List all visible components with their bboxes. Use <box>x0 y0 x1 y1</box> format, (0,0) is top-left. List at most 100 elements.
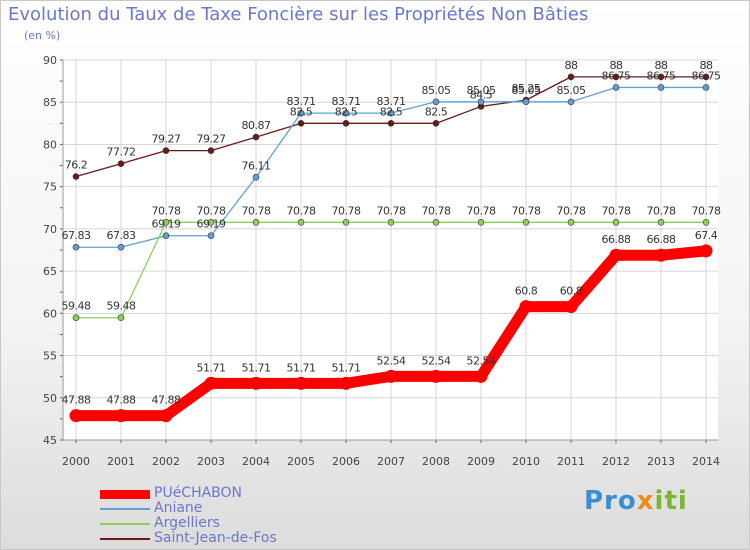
data-point-aniane <box>72 243 80 251</box>
legend-label-aniane: Aniane <box>154 500 203 516</box>
x-tick-label: 2006 <box>332 455 360 468</box>
data-label-argelliers: 70.78 <box>287 204 316 217</box>
x-tick-label: 2013 <box>647 455 675 468</box>
data-label-aniane: 83.71 <box>377 95 406 108</box>
data-label-aniane: 69.19 <box>152 218 181 231</box>
data-label-puechabon: 47.88 <box>107 394 136 407</box>
data-label-saint-jean-de-fos: 80.87 <box>242 119 271 132</box>
data-label-saint-jean-de-fos: 88 <box>565 59 578 72</box>
data-point-aniane <box>342 109 350 117</box>
legend-swatch-aniane <box>100 508 150 510</box>
data-point-puechabon <box>69 409 83 423</box>
data-point-argelliers <box>432 219 440 226</box>
data-label-saint-jean-de-fos: 77.72 <box>107 146 136 159</box>
data-point-puechabon <box>474 369 488 383</box>
data-label-aniane: 86.75 <box>647 69 676 82</box>
y-axis-unit-label: (en %) <box>24 29 61 42</box>
data-point-puechabon <box>609 248 623 262</box>
data-point-argelliers <box>207 219 215 226</box>
x-tick-label: 2010 <box>512 455 540 468</box>
data-label-puechabon: 66.88 <box>647 233 676 246</box>
data-label-puechabon: 52.54 <box>467 354 496 367</box>
data-label-puechabon: 51.71 <box>197 361 226 374</box>
data-label-argelliers: 70.78 <box>242 204 271 217</box>
x-tick-label: 2012 <box>602 455 630 468</box>
data-point-saint-jean-de-fos <box>207 147 215 154</box>
data-point-argelliers <box>612 219 620 226</box>
data-label-aniane: 67.83 <box>107 229 136 242</box>
data-point-saint-jean-de-fos <box>72 173 80 180</box>
data-point-aniane <box>297 109 305 117</box>
data-point-aniane <box>117 243 125 251</box>
y-tick-label: 55 <box>43 350 57 363</box>
y-tick-label: 90 <box>43 54 57 67</box>
data-label-aniane: 76.11 <box>242 159 271 172</box>
data-point-argelliers <box>117 314 125 322</box>
data-point-argelliers <box>567 219 575 226</box>
x-tick-label: 2001 <box>107 455 135 468</box>
data-label-saint-jean-de-fos: 85.25 <box>512 82 541 95</box>
y-tick-label: 45 <box>43 434 57 447</box>
data-point-saint-jean-de-fos <box>567 73 575 81</box>
data-point-argelliers <box>522 219 530 226</box>
data-point-aniane <box>432 98 440 106</box>
data-label-puechabon: 52.54 <box>377 354 406 367</box>
data-label-argelliers: 70.78 <box>557 204 586 217</box>
data-label-saint-jean-de-fos: 82.5 <box>425 105 448 118</box>
data-point-aniane <box>567 98 575 106</box>
data-label-puechabon: 60.8 <box>515 285 538 298</box>
data-point-aniane <box>252 173 260 181</box>
data-label-aniane: 85.05 <box>467 84 496 97</box>
data-point-puechabon <box>114 409 128 423</box>
data-label-puechabon: 52.54 <box>422 354 451 367</box>
data-label-aniane: 67.83 <box>62 229 91 242</box>
data-label-saint-jean-de-fos: 76.2 <box>65 159 88 172</box>
data-point-saint-jean-de-fos <box>117 160 125 167</box>
legend-swatch-saint-jean-de-fos <box>100 538 150 540</box>
data-label-aniane: 69.19 <box>197 218 226 231</box>
data-point-argelliers <box>477 219 485 226</box>
data-point-aniane <box>477 98 485 106</box>
y-tick-label: 70 <box>43 223 57 236</box>
data-point-puechabon <box>429 369 443 383</box>
data-label-puechabon: 67.4 <box>695 229 718 242</box>
data-label-puechabon: 60.8 <box>560 285 583 298</box>
x-tick-label: 2002 <box>152 455 180 468</box>
data-point-argelliers <box>657 219 665 226</box>
data-point-argelliers <box>72 314 80 322</box>
data-label-argelliers: 70.78 <box>692 204 721 217</box>
data-label-argelliers: 70.78 <box>197 204 226 217</box>
data-label-saint-jean-de-fos: 82.5 <box>290 105 313 118</box>
data-point-saint-jean-de-fos <box>702 73 710 81</box>
data-label-aniane: 83.71 <box>287 95 316 108</box>
data-point-saint-jean-de-fos <box>432 120 440 127</box>
x-tick-label: 2014 <box>692 455 720 468</box>
data-label-saint-jean-de-fos: 79.27 <box>152 133 181 146</box>
legend-label-puechabon: PUéCHABON <box>154 485 243 501</box>
data-label-aniane: 83.71 <box>332 95 361 108</box>
data-point-argelliers <box>252 219 260 226</box>
data-point-argelliers <box>162 219 170 226</box>
data-point-puechabon <box>339 376 353 390</box>
y-tick-label: 50 <box>43 392 57 405</box>
data-point-aniane <box>162 232 170 240</box>
data-point-aniane <box>657 84 665 91</box>
data-point-puechabon <box>249 376 263 390</box>
data-label-argelliers: 70.78 <box>152 204 181 217</box>
x-tick-label: 2004 <box>242 455 270 468</box>
data-point-saint-jean-de-fos <box>342 120 350 127</box>
data-point-puechabon <box>159 409 173 423</box>
legend-label-argelliers: Argelliers <box>154 515 220 531</box>
data-point-saint-jean-de-fos <box>252 133 260 141</box>
data-point-aniane <box>702 84 710 91</box>
data-point-saint-jean-de-fos <box>612 73 620 81</box>
data-label-argelliers: 70.78 <box>647 204 676 217</box>
data-label-saint-jean-de-fos: 84.5 <box>470 88 493 101</box>
data-label-saint-jean-de-fos: 88 <box>610 59 623 72</box>
data-label-puechabon: 66.88 <box>602 233 631 246</box>
data-point-puechabon <box>519 300 533 314</box>
x-tick-label: 2011 <box>557 455 585 468</box>
data-point-argelliers <box>297 219 305 226</box>
data-point-puechabon <box>699 244 713 258</box>
y-tick-label: 75 <box>43 181 57 194</box>
